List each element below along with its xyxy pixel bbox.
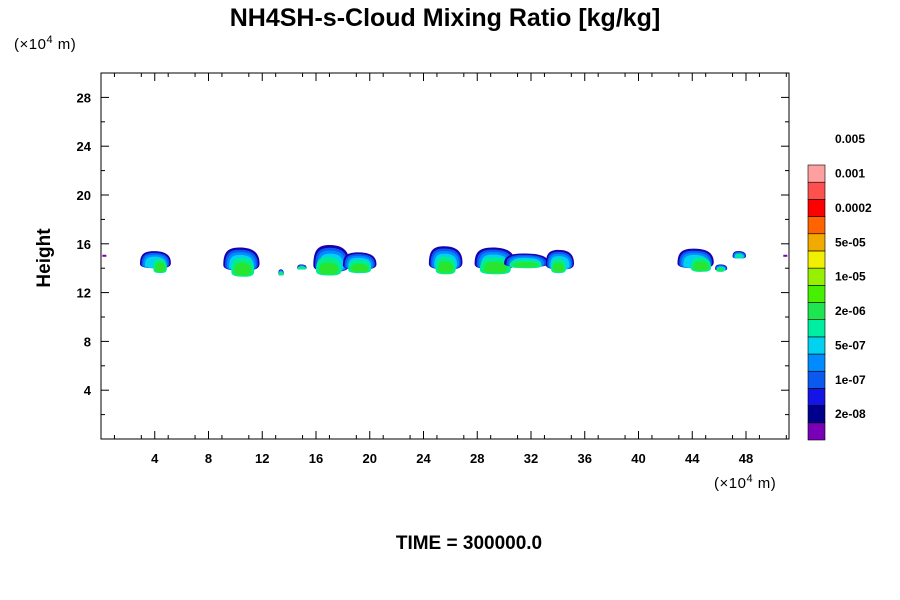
colorbar-swatch	[807, 302, 826, 320]
cloud-blob	[732, 251, 746, 259]
colorbar-swatch	[807, 353, 826, 372]
colorbar-label: 1e-05	[835, 270, 866, 284]
y-tick-label: 4	[84, 383, 92, 398]
x-tick-label: 36	[578, 451, 592, 466]
y-tick-label: 12	[77, 286, 91, 301]
x-tick-label: 44	[685, 451, 700, 466]
colorbar-swatch	[807, 250, 826, 269]
colorbar-legend: 2e-08 1e-07 5e-07 2e-06 1e-05 5e-05 0.0002 0.00…	[807, 132, 872, 441]
colorbar-swatch	[807, 267, 826, 286]
cloud-contours	[102, 245, 788, 277]
cloud-blob	[545, 249, 574, 274]
colorbar-label: 5e-05	[835, 235, 866, 249]
colorbar-label: 0.001	[835, 167, 865, 181]
cloud-core-inner	[350, 263, 369, 272]
colorbar-swatch	[807, 199, 826, 217]
colorbar-swatch	[807, 405, 826, 424]
cloud-blob	[342, 252, 377, 274]
chart-title: NH4SH-s-Cloud Mixing Ratio [kg/kg]	[230, 4, 661, 32]
colorbar-swatch	[807, 422, 826, 441]
y-tick-label: 8	[84, 334, 91, 349]
x-tick-label: 8	[205, 451, 212, 466]
colorbar-label: 2e-06	[835, 304, 866, 318]
x-tick-label: 48	[739, 451, 753, 466]
cloud-core-inner	[513, 262, 538, 267]
colorbar-label: 0.0002	[835, 201, 872, 215]
y-tick-label: 28	[77, 90, 91, 105]
x-tick-label: 4	[151, 451, 159, 466]
cloud-core-inner	[234, 262, 252, 276]
colorbar-swatch	[807, 285, 826, 303]
cloud-core-inner	[319, 262, 339, 275]
x-tick-label: 24	[416, 451, 431, 466]
cloud-blob	[278, 269, 284, 276]
time-label: TIME = 300000.0	[396, 533, 542, 554]
cloud-core	[735, 254, 744, 258]
cloud-blob	[504, 253, 549, 269]
y-axis-label: Height	[34, 228, 55, 288]
x-tick-label: 20	[363, 451, 377, 466]
colorbar-label: 5e-07	[835, 338, 866, 352]
cloud-blob	[297, 264, 307, 270]
x-tick-label: 40	[631, 451, 645, 466]
y-tick-label: 16	[77, 237, 91, 252]
edge-speck	[783, 254, 788, 257]
cloud-core-inner	[279, 273, 284, 275]
cloud-core-inner	[483, 261, 508, 274]
x-tick-label: 32	[524, 451, 538, 466]
cloud-core-inner	[552, 262, 565, 272]
x-axis-unit: (×104 m)	[714, 473, 776, 492]
y-tick-label: 24	[77, 139, 92, 154]
cloud-blob	[677, 248, 714, 272]
colorbar-swatch	[807, 370, 826, 389]
cloud-blob	[139, 251, 171, 274]
colorbar-swatch	[807, 181, 826, 200]
colorbar-swatch	[807, 164, 826, 183]
cloud-blob	[428, 246, 463, 275]
x-tick-label: 28	[470, 451, 484, 466]
y-axis-unit: (×104 m)	[14, 34, 76, 53]
cloud-blob	[715, 264, 728, 272]
colorbar-swatch	[807, 319, 826, 338]
x-tick-label: 16	[309, 451, 323, 466]
cloud-blob	[223, 247, 260, 277]
cloud-core-inner	[438, 261, 454, 274]
colorbar-swatch	[807, 336, 826, 355]
cloud-core-inner	[155, 262, 166, 272]
colorbar-swatch	[807, 388, 826, 406]
colorbar-swatch	[807, 233, 826, 252]
x-tick-label: 12	[255, 451, 269, 466]
cloud-core-inner	[717, 268, 724, 271]
cloud-blob	[474, 247, 515, 275]
colorbar-label: 2e-08	[835, 407, 866, 421]
y-tick-label: 20	[77, 188, 91, 203]
edge-speck	[102, 254, 107, 257]
colorbar-label: 1e-07	[835, 373, 866, 387]
colorbar-label: 0.005	[835, 132, 865, 146]
cloud-core-inner	[693, 261, 709, 271]
colorbar-swatch	[807, 216, 826, 235]
cloud-blob	[313, 245, 350, 276]
